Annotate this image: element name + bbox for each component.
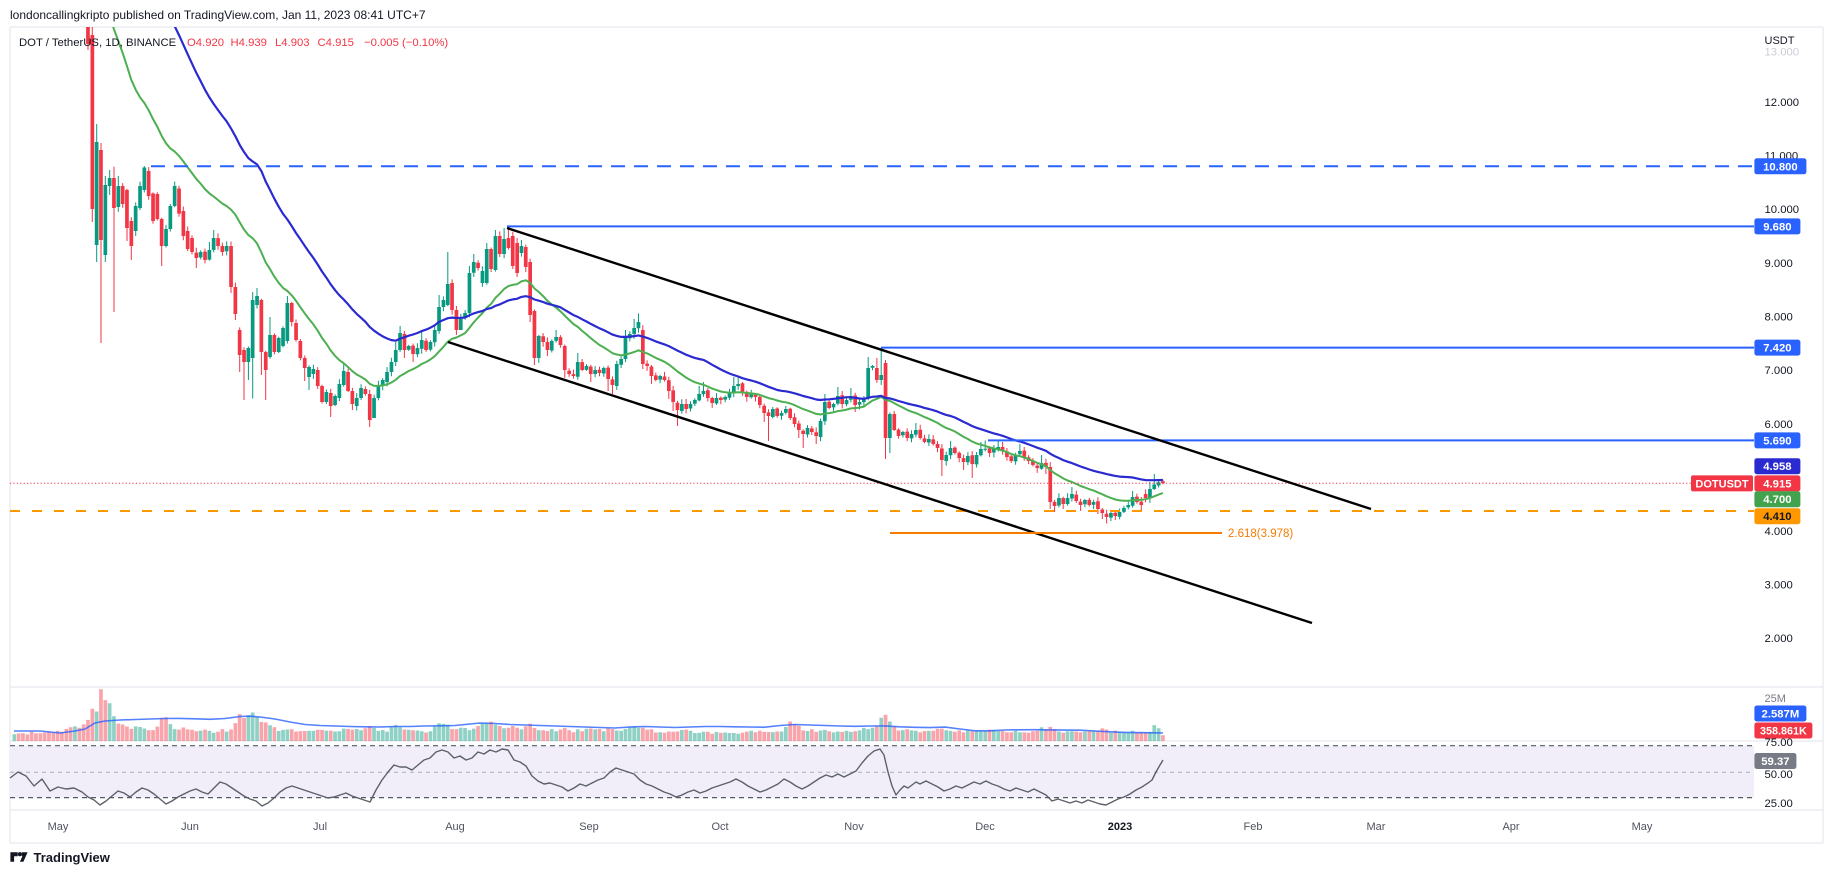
svg-text:9.680: 9.680 [1763,221,1791,233]
svg-text:13.000: 13.000 [1765,47,1800,59]
svg-text:2.587M: 2.587M [1762,709,1800,721]
svg-text:−0.005 (−0.10%): −0.005 (−0.10%) [364,37,448,49]
svg-text:9.000: 9.000 [1765,258,1793,270]
svg-text:Jul: Jul [313,821,327,833]
svg-text:4.700: 4.700 [1763,494,1791,506]
svg-text:4.410: 4.410 [1763,511,1791,523]
svg-text:2023: 2023 [1108,821,1132,833]
svg-text:7.000: 7.000 [1765,365,1793,377]
svg-text:4.000: 4.000 [1765,526,1793,538]
svg-text:4.958: 4.958 [1763,461,1791,473]
svg-text:O4.920: O4.920 [187,37,224,49]
svg-text:75.00: 75.00 [1765,737,1793,749]
svg-text:8.000: 8.000 [1765,312,1793,324]
svg-text:May: May [48,821,69,833]
svg-text:12.000: 12.000 [1765,97,1800,109]
svg-text:7.420: 7.420 [1763,343,1791,355]
svg-text:5.690: 5.690 [1763,435,1791,447]
svg-text:6.000: 6.000 [1765,419,1793,431]
svg-text:25.00: 25.00 [1765,798,1793,810]
svg-text:2.000: 2.000 [1765,633,1793,645]
svg-text:50.00: 50.00 [1765,769,1793,781]
svg-text:Sep: Sep [579,821,599,833]
svg-text:Feb: Feb [1244,821,1263,833]
svg-text:10.800: 10.800 [1763,161,1798,173]
svg-text:2.618(3.978): 2.618(3.978) [1228,528,1293,540]
svg-text:Oct: Oct [711,821,728,833]
svg-text:May: May [1632,821,1653,833]
svg-text:londoncallingkripto published: londoncallingkripto published on Trading… [10,8,426,22]
svg-text:Dec: Dec [975,821,995,833]
svg-text:3.000: 3.000 [1765,580,1793,592]
svg-text:59.37: 59.37 [1761,756,1789,768]
svg-text:H4.939: H4.939 [231,37,267,49]
svg-text:Jun: Jun [181,821,199,833]
svg-text:10.000: 10.000 [1765,204,1800,216]
svg-text:L4.903: L4.903 [275,37,310,49]
svg-text:Aug: Aug [445,821,465,833]
svg-text:DOT / TetherUS, 1D, BINANCE: DOT / TetherUS, 1D, BINANCE [19,37,177,49]
svg-text:Apr: Apr [1502,821,1519,833]
svg-text:TradingView: TradingView [34,850,111,865]
svg-text:25M: 25M [1765,693,1786,705]
svg-text:DOTUSDT: DOTUSDT [1695,478,1748,490]
svg-text:4.915: 4.915 [1763,478,1791,490]
svg-text:358.861K: 358.861K [1760,726,1807,738]
svg-text:Mar: Mar [1367,821,1386,833]
svg-text:Nov: Nov [844,821,864,833]
svg-text:USDT: USDT [1765,35,1795,47]
svg-text:C4.915: C4.915 [318,37,354,49]
